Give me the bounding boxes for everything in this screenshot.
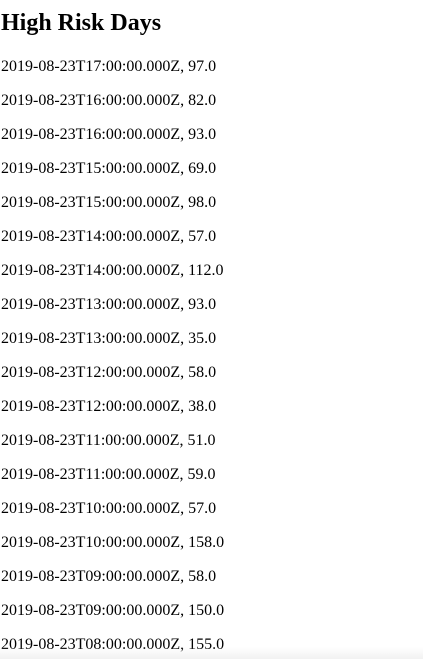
list-item: 2019-08-23T08:00:00.000Z, 155.0	[1, 636, 225, 653]
list-item: 2019-08-23T16:00:00.000Z, 93.0	[1, 126, 217, 143]
list-item: 2019-08-23T11:00:00.000Z, 51.0	[1, 432, 216, 449]
list-item: 2019-08-23T11:00:00.000Z, 59.0	[1, 466, 216, 483]
list-item: 2019-08-23T15:00:00.000Z, 98.0	[1, 194, 217, 211]
list-item: 2019-08-23T16:00:00.000Z, 82.0	[1, 92, 217, 109]
records-list: 2019-08-23T17:00:00.000Z, 97.0 2019-08-2…	[1, 55, 421, 659]
page-title: High Risk Days	[1, 10, 162, 36]
list-item: 2019-08-23T12:00:00.000Z, 58.0	[1, 364, 217, 381]
list-item: 2019-08-23T14:00:00.000Z, 112.0	[1, 262, 224, 279]
list-item: 2019-08-23T13:00:00.000Z, 93.0	[1, 296, 217, 313]
list-item: 2019-08-23T10:00:00.000Z, 158.0	[1, 534, 225, 551]
list-item: 2019-08-23T14:00:00.000Z, 57.0	[1, 228, 217, 245]
list-item: 2019-08-23T09:00:00.000Z, 58.0	[1, 568, 217, 585]
list-item: 2019-08-23T12:00:00.000Z, 38.0	[1, 398, 217, 415]
list-item: 2019-08-23T15:00:00.000Z, 69.0	[1, 160, 217, 177]
list-item: 2019-08-23T10:00:00.000Z, 57.0	[1, 500, 217, 517]
list-item: 2019-08-23T13:00:00.000Z, 35.0	[1, 330, 217, 347]
list-item: 2019-08-23T09:00:00.000Z, 150.0	[1, 602, 225, 619]
list-item: 2019-08-23T17:00:00.000Z, 97.0	[1, 58, 217, 75]
